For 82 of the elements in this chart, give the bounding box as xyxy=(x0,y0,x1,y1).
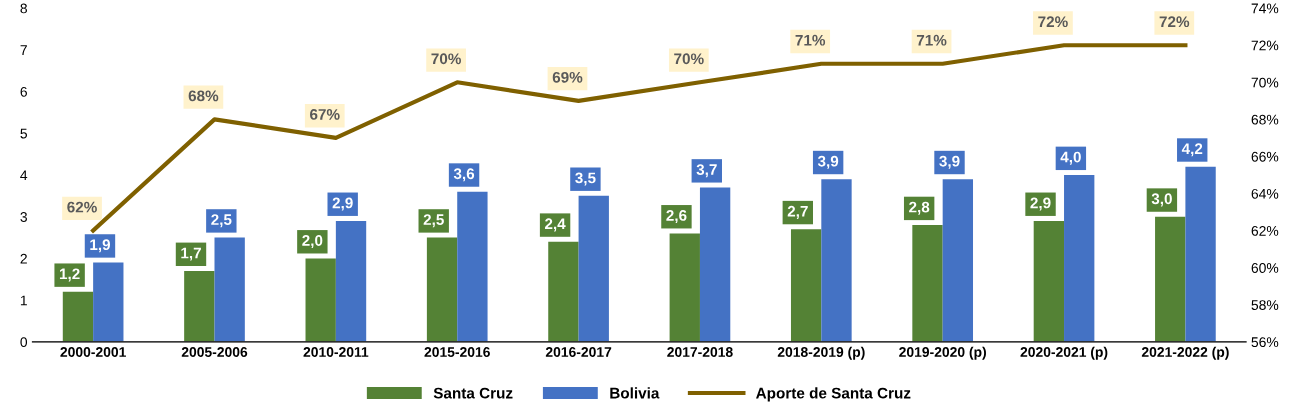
x-tick-label: 2000-2001 xyxy=(60,347,126,357)
x-tick-label: 2016-2017 xyxy=(545,347,612,357)
bar xyxy=(669,233,700,342)
y2-tick-label: 56% xyxy=(1251,337,1279,348)
data-label: 71% xyxy=(916,34,947,46)
bar xyxy=(426,237,458,342)
bar xyxy=(93,262,124,342)
data-label: 2,9 xyxy=(332,197,353,211)
x-tick-label: 2021-2022 (p) xyxy=(1141,346,1229,360)
bar xyxy=(1064,175,1095,342)
bar xyxy=(1185,166,1216,342)
y2-tick-label: 62% xyxy=(1251,225,1279,236)
bar xyxy=(305,258,336,342)
bar xyxy=(335,220,367,342)
bar xyxy=(184,270,215,342)
data-label: 3,0 xyxy=(1151,193,1172,207)
y2-tick-label: 66% xyxy=(1251,151,1279,162)
data-label: 2,7 xyxy=(787,205,808,219)
y2-tick-label: 70% xyxy=(1251,77,1279,88)
y2-tick-label: 64% xyxy=(1251,188,1279,199)
data-label: 70% xyxy=(431,53,461,65)
data-label: 2,6 xyxy=(666,210,687,224)
y-tick-label: 1 xyxy=(20,295,27,306)
y-tick-label: 8 xyxy=(20,3,27,14)
data-label: 71% xyxy=(795,34,826,46)
data-label: 2,5 xyxy=(423,214,444,228)
y-tick-label: 2 xyxy=(20,253,27,264)
x-tick-label: 2015-2016 xyxy=(424,347,490,357)
data-label: 2,9 xyxy=(1030,197,1051,211)
bar xyxy=(1033,220,1065,342)
bar xyxy=(942,179,974,342)
legend-label: Bolivia xyxy=(610,387,660,399)
bar xyxy=(699,187,731,342)
data-label: 4,2 xyxy=(1181,143,1203,157)
data-label: 62% xyxy=(67,201,97,213)
y-tick-label: 0 xyxy=(20,337,28,348)
y2-tick-label: 68% xyxy=(1251,114,1279,125)
data-label: 3,6 xyxy=(453,168,475,182)
data-label: 72% xyxy=(1038,16,1068,28)
bar xyxy=(1155,216,1186,342)
y-tick-label: 4 xyxy=(20,170,28,181)
bar xyxy=(214,237,245,342)
bar xyxy=(62,291,94,342)
data-label: 2,8 xyxy=(909,201,930,215)
x-tick-label: 2005-2006 xyxy=(181,347,248,357)
x-tick-label: 2019-2020 (p) xyxy=(899,346,986,360)
x-tick-label: 2018-2019 (p) xyxy=(777,346,865,360)
data-label: 2,5 xyxy=(211,214,232,228)
data-label: 72% xyxy=(1159,16,1190,28)
y2-tick-label: 72% xyxy=(1251,40,1279,51)
y2-tick-label: 74% xyxy=(1251,3,1279,14)
y-tick-label: 7 xyxy=(20,45,27,55)
bar xyxy=(821,179,852,342)
y2-tick-label: 58% xyxy=(1251,300,1279,310)
data-label: 69% xyxy=(552,71,583,83)
y-tick-label: 5 xyxy=(20,128,28,139)
y-tick-label: 3 xyxy=(20,212,27,222)
legend-label: Santa Cruz xyxy=(433,387,513,399)
data-label: 2,0 xyxy=(302,235,323,249)
bar xyxy=(578,195,609,342)
bar xyxy=(457,191,488,342)
bar xyxy=(912,225,943,342)
data-label: 1,2 xyxy=(59,268,80,282)
data-label: 1,9 xyxy=(90,239,111,253)
data-label: 2,4 xyxy=(544,218,566,232)
legend-label: Aporte de Santa Cruz xyxy=(756,387,911,402)
y-tick-label: 6 xyxy=(20,86,27,97)
data-label: 4,0 xyxy=(1060,151,1081,165)
data-label: 68% xyxy=(188,90,219,102)
data-label: 1,7 xyxy=(181,247,201,261)
data-label: 3,9 xyxy=(939,155,960,169)
x-tick-label: 2020-2021 (p) xyxy=(1020,346,1108,360)
data-label: 3,5 xyxy=(575,172,596,186)
y2-tick-label: 60% xyxy=(1251,263,1279,273)
data-label: 67% xyxy=(310,108,340,120)
x-tick-label: 2010-2011 xyxy=(303,347,369,357)
data-label: 3,9 xyxy=(817,155,839,169)
data-label: 3,7 xyxy=(696,164,717,178)
x-tick-label: 2017-2018 xyxy=(667,347,733,357)
bar xyxy=(790,229,822,342)
data-label: 70% xyxy=(674,53,704,65)
bar xyxy=(548,241,579,342)
